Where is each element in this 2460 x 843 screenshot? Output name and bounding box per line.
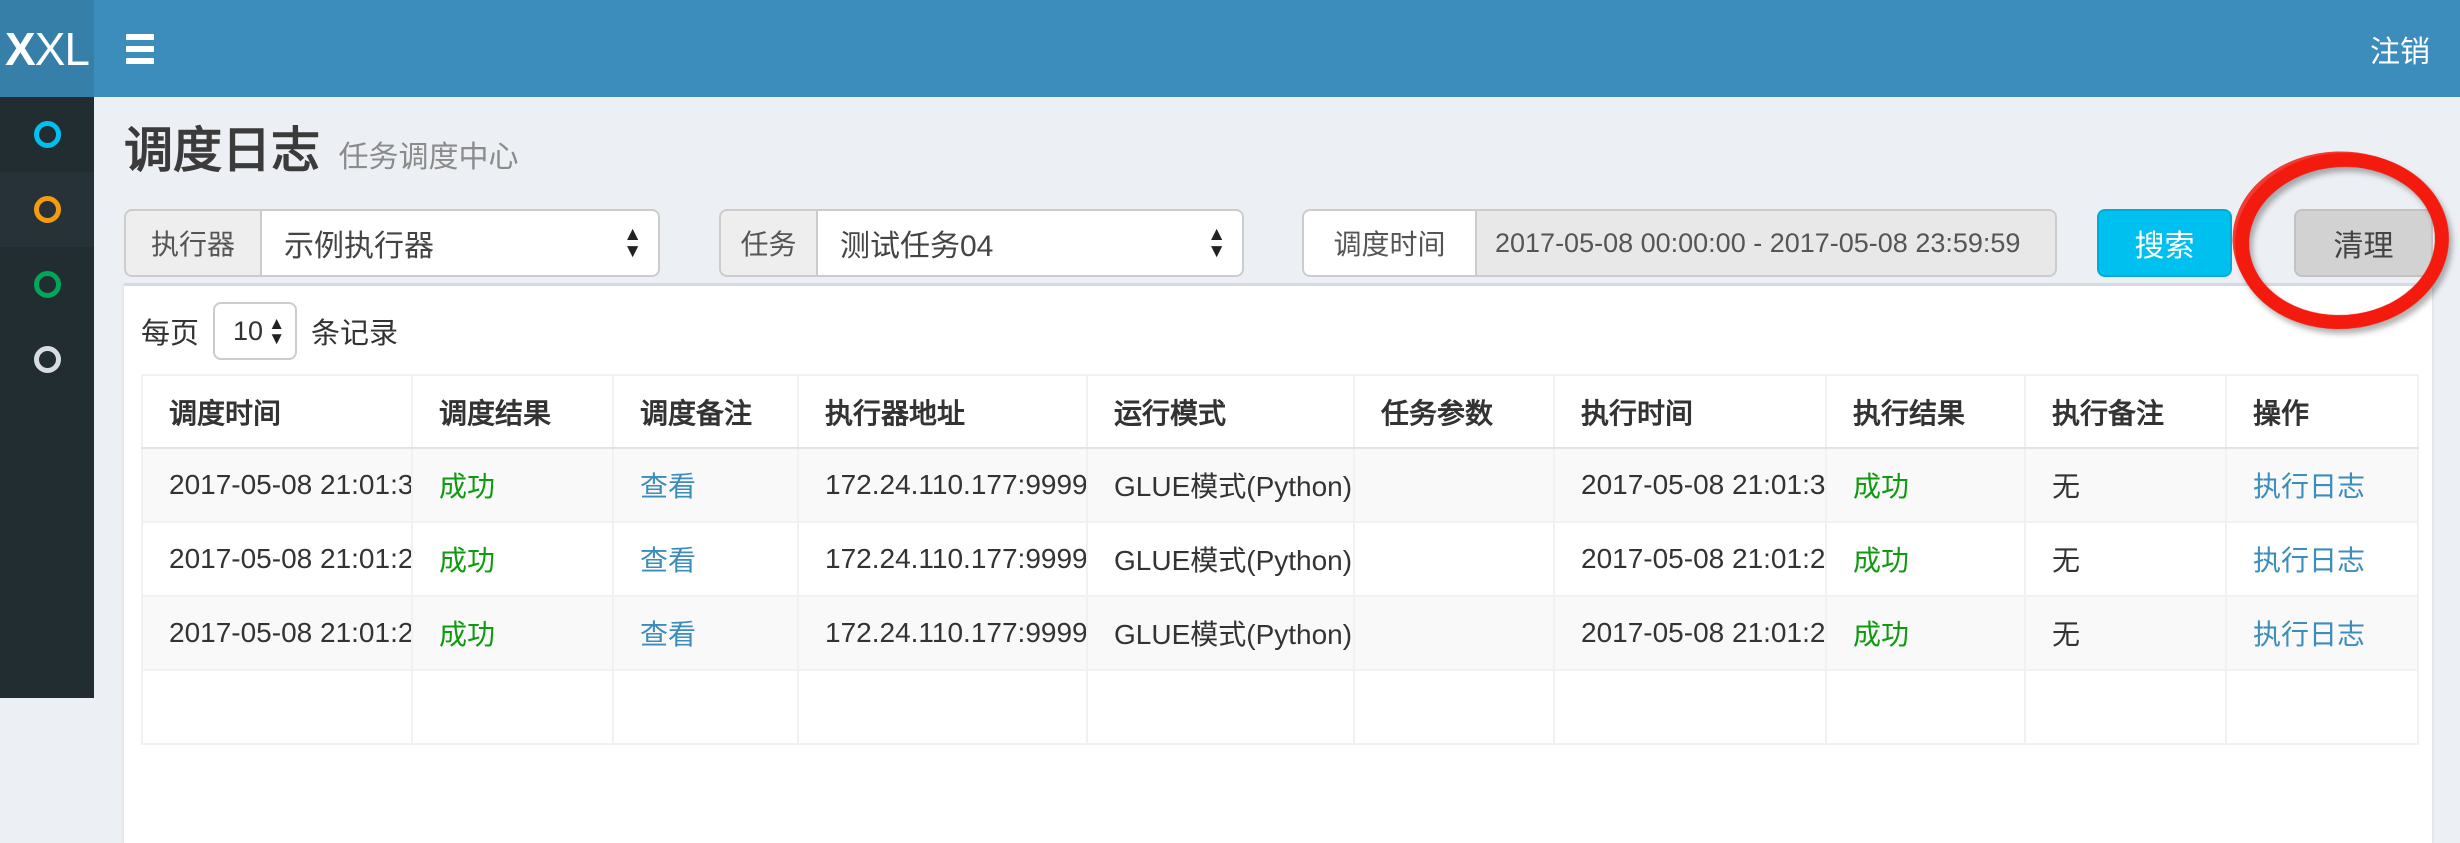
col-header-dispatch-time: 调度时间 [141, 374, 413, 449]
sidebar-item-joblog-active[interactable] [0, 172, 94, 247]
select-updown-arrows-icon: ▲ ▼ [268, 314, 286, 348]
table-row-partial [141, 669, 2419, 745]
cell-executor-address: 172.24.110.177:9999 [797, 447, 1088, 523]
page-size-prefix-label: 每页 [141, 318, 200, 350]
job-select-value: 测试任务04 [840, 230, 994, 263]
executor-filter-label: 执行器 [124, 209, 260, 277]
cell-dispatch-result: 成功 [411, 521, 614, 597]
cell-job-param [1353, 595, 1555, 671]
cell-run-mode: GLUE模式(Python) [1086, 595, 1355, 671]
hamburger-icon [126, 45, 154, 52]
view-remark-link[interactable]: 查看 [640, 545, 697, 576]
sidebar-toggle-button[interactable] [96, 0, 184, 97]
page-size-row: 每页 10 ▲ ▼ 条记录 [141, 302, 2432, 360]
select-updown-arrows-icon: ▲ ▼ [1207, 224, 1226, 262]
cell-run-mode: GLUE模式(Python) [1086, 447, 1355, 523]
col-header-dispatch-result: 调度结果 [411, 374, 614, 449]
content-area: 调度日志 任务调度中心 执行器 示例执行器 ▲ ▼ 任务 测试任务04 ▲ ▼ 调度… [94, 97, 2460, 843]
job-select[interactable]: 测试任务04 ▲ ▼ [816, 209, 1244, 277]
time-filter-group: 调度时间 2017-05-08 00:00:00 - 2017-05-08 23… [1302, 209, 2057, 277]
cell-dispatch-result: 成功 [411, 595, 614, 671]
time-filter-label: 调度时间 [1302, 209, 1475, 277]
logo-text-bold: X [5, 22, 36, 75]
col-header-run-mode: 运行模式 [1086, 374, 1355, 449]
col-header-exec-remark: 执行备注 [2024, 374, 2227, 449]
page-size-suffix-label: 条记录 [311, 318, 399, 350]
circle-icon [33, 346, 61, 373]
logo-text-light: XL [34, 22, 90, 75]
app-logo[interactable]: X XL [0, 0, 94, 97]
logout-link[interactable]: 注销 [2370, 35, 2430, 69]
cell-executor-address: 172.24.110.177:9999 [797, 521, 1088, 597]
table-row: 2017-05-08 21:01:22 成功 查看 172.24.110.177… [141, 521, 2419, 597]
executor-filter-group: 执行器 示例执行器 ▲ ▼ [124, 209, 660, 277]
time-range-input[interactable]: 2017-05-08 00:00:00 - 2017-05-08 23:59:5… [1475, 209, 2057, 277]
log-table-panel: 每页 10 ▲ ▼ 条记录 调度时间 调度结果 调度备注 执行器地址 运行模式 任… [124, 283, 2432, 843]
exec-log-link[interactable]: 执行日志 [2253, 471, 2366, 502]
cell-job-param [1353, 521, 1555, 597]
table-row: 2017-05-08 21:01:20 成功 查看 172.24.110.177… [141, 595, 2419, 671]
view-remark-link[interactable]: 查看 [640, 619, 697, 650]
cell-exec-time: 2017-05-08 21:01:21 [1553, 595, 1827, 671]
executor-select[interactable]: 示例执行器 ▲ ▼ [260, 209, 660, 277]
cell-exec-result: 成功 [1825, 595, 2026, 671]
hamburger-icon [126, 57, 154, 64]
filter-toolbar: 执行器 示例执行器 ▲ ▼ 任务 测试任务04 ▲ ▼ 调度时间 2017-05-0… [124, 209, 2433, 277]
hamburger-icon [126, 33, 154, 40]
table-row: 2017-05-08 21:01:30 成功 查看 172.24.110.177… [141, 447, 2419, 523]
job-filter-label: 任务 [719, 209, 816, 277]
exec-log-link[interactable]: 执行日志 [2253, 545, 2366, 576]
cell-exec-remark: 无 [2024, 521, 2227, 597]
cell-dispatch-time: 2017-05-08 21:01:30 [141, 447, 413, 523]
select-updown-arrows-icon: ▲ ▼ [623, 224, 642, 262]
col-header-action: 操作 [2225, 374, 2419, 449]
circle-icon [33, 271, 61, 298]
cell-run-mode: GLUE模式(Python) [1086, 521, 1355, 597]
cell-dispatch-result: 成功 [411, 447, 614, 523]
page-header: 调度日志 任务调度中心 [124, 111, 518, 182]
cell-executor-address: 172.24.110.177:9999 [797, 595, 1088, 671]
job-filter-group: 任务 测试任务04 ▲ ▼ [719, 209, 1244, 277]
executor-select-value: 示例执行器 [284, 230, 434, 263]
page-size-select[interactable]: 10 ▲ ▼ [213, 302, 298, 360]
circle-icon [33, 196, 61, 223]
page-size-value: 10 [233, 315, 264, 346]
cell-exec-remark: 无 [2024, 595, 2227, 671]
col-header-dispatch-remark: 调度备注 [612, 374, 799, 449]
cell-dispatch-time: 2017-05-08 21:01:20 [141, 595, 413, 671]
table-header-row: 调度时间 调度结果 调度备注 执行器地址 运行模式 任务参数 执行时间 执行结果… [141, 374, 2419, 449]
sidebar-item-jobinfo[interactable] [0, 247, 94, 322]
col-header-exec-result: 执行结果 [1825, 374, 2026, 449]
cell-dispatch-time: 2017-05-08 21:01:22 [141, 521, 413, 597]
page-subtitle: 任务调度中心 [338, 141, 519, 174]
col-header-executor-address: 执行器地址 [797, 374, 1088, 449]
cell-exec-time: 2017-05-08 21:01:30 [1553, 447, 1827, 523]
top-navbar: X XL 注销 [0, 0, 2460, 97]
col-header-job-param: 任务参数 [1353, 374, 1555, 449]
cell-job-param [1353, 447, 1555, 523]
sidebar-item-dashboard[interactable] [0, 97, 94, 172]
cell-exec-result: 成功 [1825, 447, 2026, 523]
cell-exec-remark: 无 [2024, 447, 2227, 523]
page-title: 调度日志 [124, 124, 321, 178]
exec-log-link[interactable]: 执行日志 [2253, 619, 2366, 650]
cell-exec-result: 成功 [1825, 521, 2026, 597]
clean-button[interactable]: 清理 [2294, 209, 2433, 277]
col-header-exec-time: 执行时间 [1553, 374, 1827, 449]
sidebar-item-help[interactable] [0, 322, 94, 397]
circle-icon [33, 121, 61, 148]
view-remark-link[interactable]: 查看 [640, 471, 697, 502]
dispatch-log-table: 调度时间 调度结果 调度备注 执行器地址 运行模式 任务参数 执行时间 执行结果… [141, 374, 2419, 745]
search-button[interactable]: 搜索 [2097, 209, 2232, 277]
cell-exec-time: 2017-05-08 21:01:22 [1553, 521, 1827, 597]
mini-sidebar [0, 97, 94, 698]
